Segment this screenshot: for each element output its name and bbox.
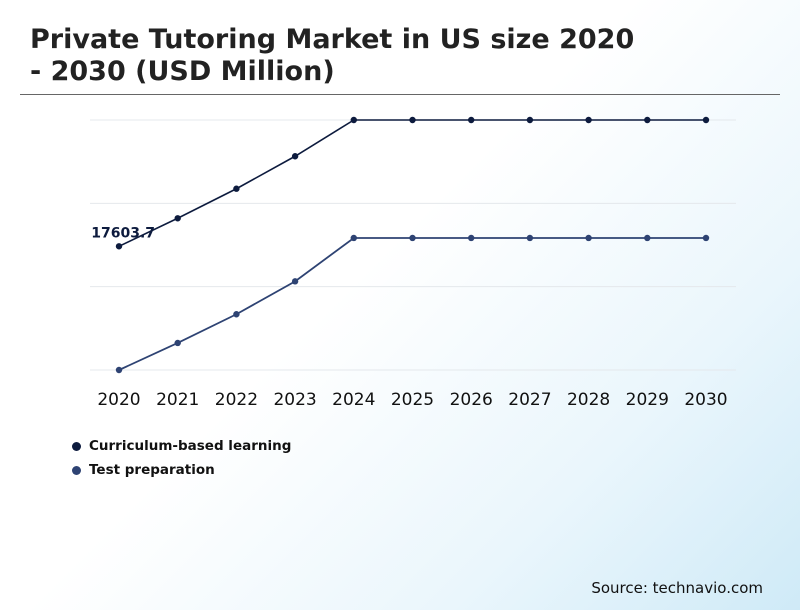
legend-marker-curriculum xyxy=(72,441,81,451)
title-divider xyxy=(20,94,780,95)
chart-title-line-1: Private Tutoring Market in US size 2020 xyxy=(30,24,635,55)
data-point xyxy=(585,116,592,124)
x-tick-label: 2025 xyxy=(391,390,434,410)
series-line xyxy=(118,237,706,371)
data-point xyxy=(174,215,181,222)
data-point xyxy=(115,366,123,374)
data-point xyxy=(585,234,592,242)
x-tick-label: 2028 xyxy=(567,390,610,410)
data-point xyxy=(526,234,534,242)
data-point xyxy=(644,234,651,242)
data-point xyxy=(409,116,416,124)
data-point xyxy=(233,185,240,192)
data-point xyxy=(291,153,299,160)
legend-label-test-prep: Test preparation xyxy=(89,462,215,478)
legend-label-curriculum: Curriculum-based learning xyxy=(89,438,292,454)
data-point xyxy=(702,116,710,124)
chart-title-line-2: - 2030 (USD Million) xyxy=(30,56,335,87)
data-point xyxy=(644,116,651,124)
data-point xyxy=(468,116,475,124)
data-point xyxy=(350,234,357,242)
data-label: 17603.7 xyxy=(91,225,155,241)
source-credit: Source: technavio.com xyxy=(591,579,763,597)
series-line xyxy=(118,119,706,248)
x-tick-label: 2022 xyxy=(215,390,258,410)
x-tick-label: 2023 xyxy=(273,390,316,410)
data-point xyxy=(233,311,240,318)
x-tick-label: 2026 xyxy=(450,390,493,410)
legend: Curriculum-based learning Test preparati… xyxy=(72,434,291,482)
data-point xyxy=(468,234,475,242)
data-point xyxy=(350,116,357,124)
legend-marker-test-prep xyxy=(72,465,81,475)
data-point xyxy=(702,234,710,242)
data-point xyxy=(115,243,123,250)
x-tick-label: 2027 xyxy=(508,390,551,410)
legend-item-curriculum[interactable]: Curriculum-based learning xyxy=(72,434,291,458)
legend-item-test-prep[interactable]: Test preparation xyxy=(72,458,291,482)
data-point xyxy=(526,116,534,124)
x-tick-label: 2030 xyxy=(684,390,727,410)
x-tick-label: 2020 xyxy=(97,390,140,410)
x-tick-label: 2029 xyxy=(626,390,669,410)
data-point xyxy=(409,234,416,242)
data-point xyxy=(174,339,181,347)
x-tick-label: 2021 xyxy=(156,390,199,410)
line-chart: 2020 2021 2022 2023 2024 2025 2026 2027 2028 2029… xyxy=(90,116,736,410)
data-point xyxy=(291,278,299,285)
chart-title: Private Tutoring Market in US size 2020 … xyxy=(30,24,730,88)
x-tick-label: 2024 xyxy=(332,390,375,410)
